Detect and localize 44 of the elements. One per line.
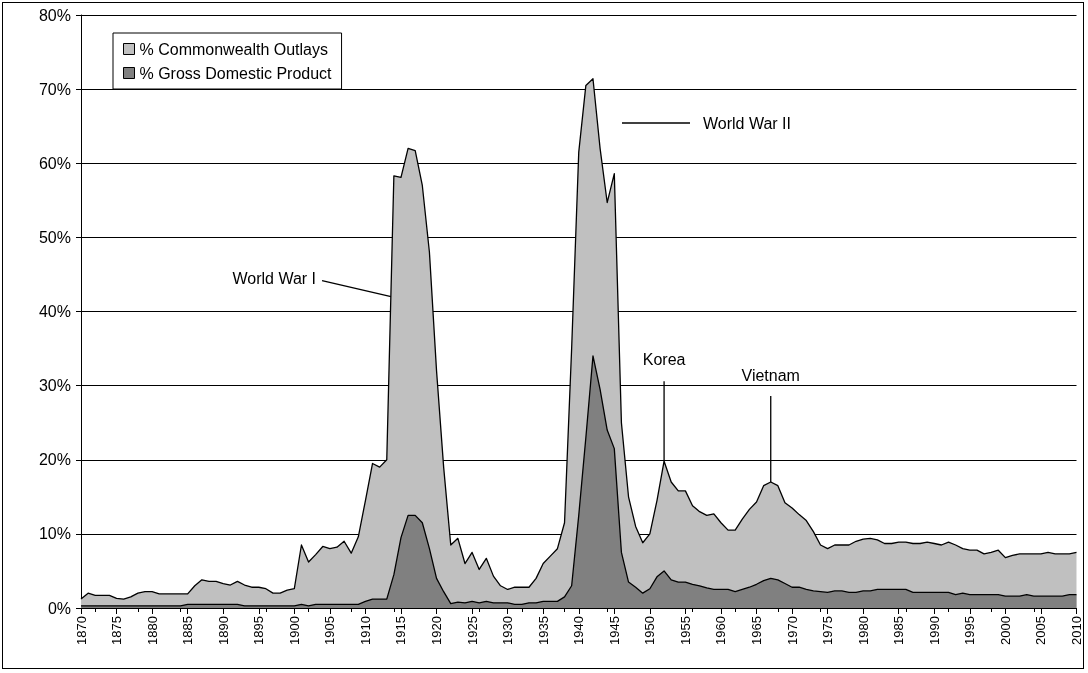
x-tick-label: 1970 (784, 616, 800, 645)
y-tick-label: 80% (38, 6, 71, 24)
x-tick-label: 1885 (180, 616, 196, 645)
y-tick-label: 40% (38, 303, 71, 320)
x-tick-label: 1955 (677, 616, 693, 645)
x-tick-label: 1900 (286, 616, 302, 645)
x-tick-label: 1935 (535, 616, 551, 645)
x-tick-label: 1905 (322, 616, 338, 645)
x-tick-label: 1915 (393, 616, 409, 645)
x-tick-label: 1980 (855, 616, 871, 645)
x-tick-label: 1870 (73, 616, 89, 645)
x-tick-label: 1890 (215, 616, 231, 645)
x-tick-label: 2005 (1033, 616, 1049, 645)
annotation: World War I (232, 270, 317, 288)
x-tick-label: 1995 (962, 616, 978, 645)
y-tick-label: 30% (38, 377, 71, 395)
x-tick-label: 1975 (820, 616, 836, 645)
x-tick-label: 1960 (713, 616, 729, 645)
x-tick-label: 1930 (500, 616, 516, 645)
x-tick-label: 1920 (429, 616, 445, 645)
x-tick-label: 1940 (571, 616, 587, 645)
y-tick-label: 20% (38, 451, 71, 469)
annotation: Korea (642, 350, 686, 368)
legend-label: % Gross Domestic Product (139, 64, 333, 82)
x-tick-label: 1985 (891, 616, 907, 645)
x-tick-label: 1945 (606, 616, 622, 645)
x-tick-label: 2010 (1069, 616, 1084, 645)
x-tick-label: 1880 (144, 616, 160, 645)
x-tick-label: 2000 (997, 616, 1013, 645)
x-tick-label: 1950 (642, 616, 658, 645)
x-tick-label: 1895 (251, 616, 267, 645)
y-tick-label: 0% (47, 599, 71, 617)
x-tick-label: 1910 (357, 616, 373, 645)
x-tick-label: 1875 (109, 616, 125, 645)
y-tick-label: 10% (38, 525, 71, 543)
x-tick-label: 1990 (926, 616, 942, 645)
annotation: World War II (703, 114, 792, 132)
y-tick-label: 50% (38, 228, 71, 246)
y-tick-label: 70% (38, 80, 71, 98)
x-tick-label: 1925 (464, 616, 480, 645)
legend-label: % Commonwealth Outlays (139, 40, 329, 58)
x-tick-label: 1965 (749, 616, 765, 645)
y-tick-label: 60% (38, 154, 71, 172)
annotation: Vietnam (741, 367, 800, 385)
